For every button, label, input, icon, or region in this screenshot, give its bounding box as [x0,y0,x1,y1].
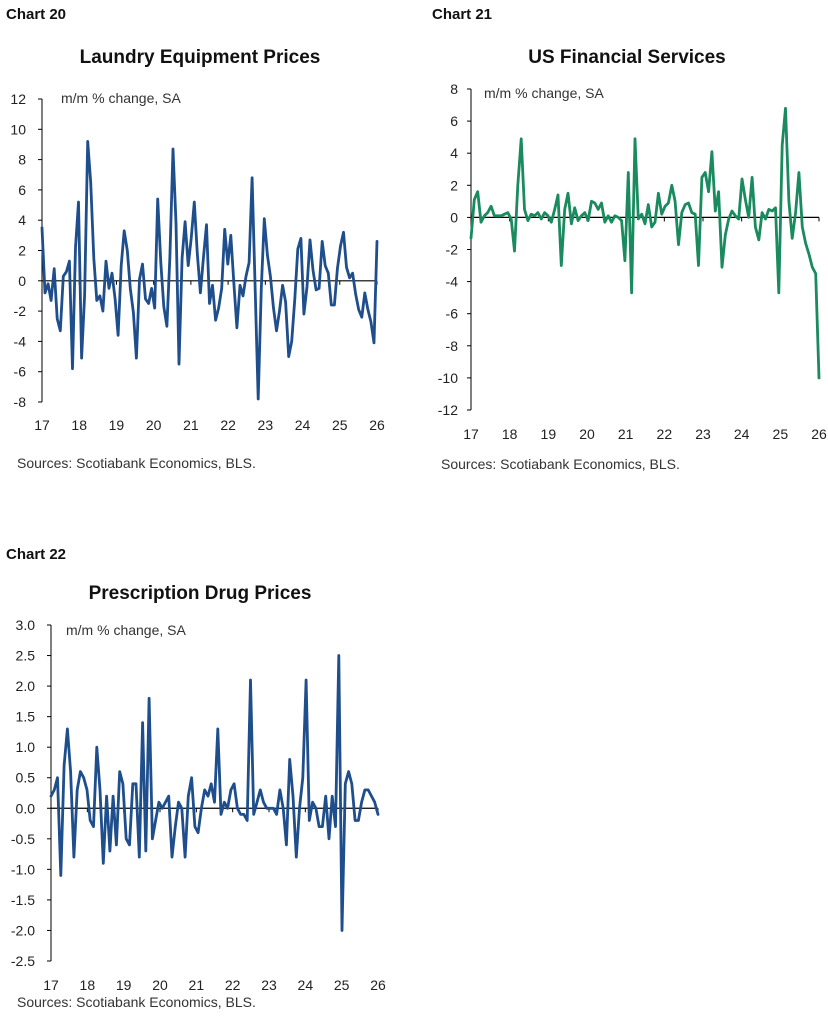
y-tick-label: 6 [18,182,26,198]
x-tick-label: 20 [579,426,595,442]
y-tick-label: -10 [438,370,458,386]
series-line [49,654,380,932]
x-tick-label: 17 [43,977,59,993]
x-tick-label: 26 [370,977,386,993]
x-tick-label: 23 [261,977,277,993]
x-tick-label: 21 [618,426,634,442]
x-tick-label: 19 [109,417,125,433]
x-tick-label: 19 [116,977,132,993]
chart-number: Chart 21 [432,6,493,23]
y-tick-label: -2.5 [11,953,35,969]
y-tick-label: -2 [446,242,459,258]
chart-title: US Financial Services [528,47,726,68]
y-tick-label: 2.0 [16,678,36,694]
x-tick-label: 18 [80,977,96,993]
x-tick-label: 22 [220,417,236,433]
x-tick-label: 24 [298,977,314,993]
x-tick-label: 20 [152,977,168,993]
x-tick-label: 23 [695,426,711,442]
unit-label: m/m % change, SA [66,622,186,638]
x-tick-label: 22 [225,977,241,993]
y-tick-label: 0.0 [16,800,36,816]
unit-label: m/m % change, SA [61,90,181,106]
x-tick-label: 23 [258,417,274,433]
x-tick-label: 22 [657,426,673,442]
x-tick-label: 21 [189,977,205,993]
y-tick-label: 2 [18,243,26,259]
y-tick-label: 1.5 [16,709,36,725]
chart-number: Chart 22 [6,546,67,563]
source-note: Sources: Scotiabank Economics, BLS. [441,456,680,472]
y-tick-label: -8 [14,394,27,410]
y-tick-label: -1.5 [11,892,35,908]
y-tick-label: 4 [18,212,26,228]
y-tick-label: -0.5 [11,831,35,847]
y-tick-label: 0 [18,273,26,289]
y-tick-label: -1.0 [11,861,35,877]
x-tick-label: 26 [369,417,385,433]
y-tick-label: -2.0 [11,922,35,938]
series-line [469,106,821,380]
x-tick-label: 18 [502,426,518,442]
y-tick-label: 0.5 [16,770,36,786]
y-tick-label: -12 [438,402,458,418]
y-tick-label: 4 [450,145,458,161]
source-note: Sources: Scotiabank Economics, BLS. [17,994,256,1010]
y-tick-label: -4 [14,333,27,349]
x-tick-label: 17 [34,417,50,433]
y-tick-label: -2 [14,303,27,319]
y-tick-label: 12 [10,91,26,107]
series-line [40,139,379,401]
y-tick-label: 3.0 [16,617,36,633]
chart-panel-22: Chart 22 Prescription Drug Prices m/m % … [0,540,414,1023]
x-tick-label: 18 [71,417,87,433]
y-tick-label: -4 [446,274,459,290]
x-tick-label: 21 [183,417,199,433]
x-tick-label: 25 [334,977,350,993]
chart-title: Prescription Drug Prices [88,583,312,604]
x-tick-label: 25 [332,417,348,433]
y-tick-label: 0 [450,209,458,225]
x-tick-label: 24 [734,426,750,442]
y-tick-label: 2 [450,177,458,193]
x-tick-label: 20 [146,417,162,433]
source-note: Sources: Scotiabank Economics, BLS. [17,455,256,471]
y-tick-label: 8 [450,81,458,97]
y-tick-label: 8 [18,152,26,168]
y-tick-label: 6 [450,113,458,129]
unit-label: m/m % change, SA [484,85,604,101]
chart-panel-21: Chart 21 US Financial Services m/m % cha… [414,0,828,510]
x-tick-label: 26 [811,426,827,442]
x-tick-label: 25 [773,426,789,442]
line-chart: 3.0 2.5 2.0 1.5 1.0 0.5 0.0 -0.5 -1.0 -1.5 -2.0 -2.… [11,617,386,993]
chart-number: Chart 20 [6,6,67,23]
x-tick-label: 24 [295,417,311,433]
y-tick-label: -6 [14,364,27,380]
x-tick-label: 19 [541,426,557,442]
y-tick-label: -8 [446,338,459,354]
y-tick-label: -6 [446,306,459,322]
x-tick-label: 17 [463,426,479,442]
y-tick-label: 2.5 [16,648,36,664]
y-tick-label: 10 [10,121,26,137]
y-tick-label: 1.0 [16,739,36,755]
chart-title: Laundry Equipment Prices [79,47,321,68]
chart-panel-20: Chart 20 Laundry Equipment Prices m/m % … [0,0,414,510]
